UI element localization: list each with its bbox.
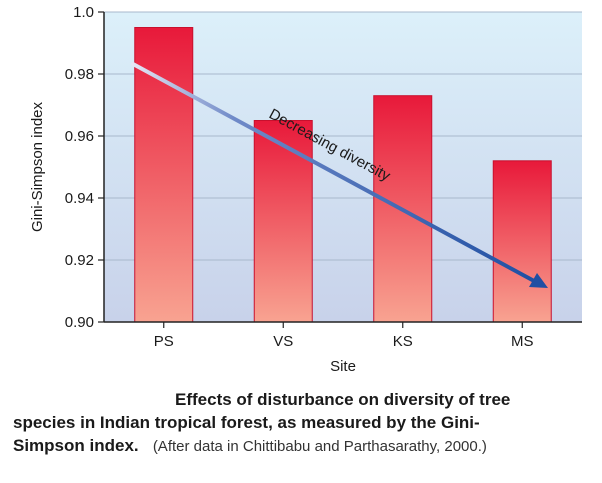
y-tick-label: 0.94 — [65, 190, 94, 207]
bar-vs — [253, 120, 313, 323]
axes: 0.90 0.92 0.94 0.96 0.98 1.0 PS VS KS MS — [65, 4, 582, 350]
caption-source: (After data in Chittibabu and Parthasara… — [152, 438, 487, 455]
bar-ms — [492, 160, 552, 323]
x-tick-label: MS — [511, 333, 534, 350]
y-tick-label: 0.96 — [65, 128, 94, 145]
caption-line-3-bold: Simpson index. — [13, 436, 139, 455]
bar-ps — [134, 27, 194, 323]
arrow-head — [529, 273, 548, 288]
figure-caption: Effects of disturbance on diversity of t… — [175, 388, 595, 411]
figure-caption-continued: species in Indian tropical forest, as me… — [13, 411, 598, 458]
x-tick-label: PS — [154, 333, 174, 350]
arrow-shaft — [131, 62, 538, 284]
bars — [134, 27, 552, 323]
caption-line-2: species in Indian tropical forest, as me… — [13, 413, 480, 432]
y-tick-label: 0.98 — [65, 66, 94, 83]
y-tick-label: 0.92 — [65, 252, 94, 269]
x-tick-label: KS — [393, 333, 413, 350]
x-tick-label: VS — [273, 333, 293, 350]
x-axis-title: Site — [330, 358, 356, 375]
y-tick-label: 0.90 — [65, 314, 94, 331]
y-tick-label: 1.0 — [73, 4, 94, 21]
y-axis-title: Gini-Simpson index — [29, 101, 46, 232]
caption-line-1: Effects of disturbance on diversity of t… — [175, 390, 511, 409]
